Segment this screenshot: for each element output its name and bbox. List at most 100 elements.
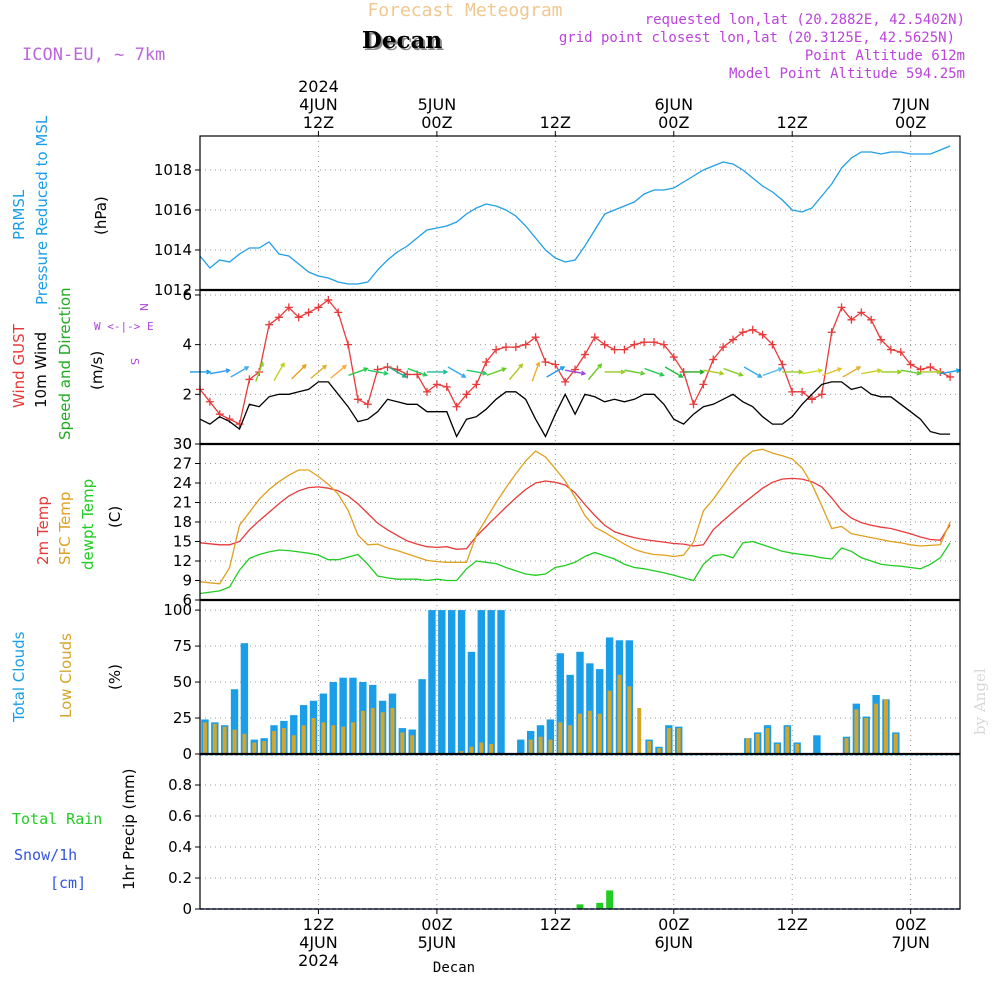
top-tick-label: 7JUN	[891, 95, 930, 114]
wind-gust-point	[798, 387, 807, 396]
wind-gust-point	[827, 328, 836, 337]
temp-unit-label: (C)	[106, 506, 124, 528]
total-cloud-bar	[477, 610, 485, 754]
total-cloud-bar	[497, 610, 505, 754]
total-cloud-bar	[240, 643, 249, 754]
dewpt-label: dewpt Temp	[79, 479, 97, 570]
bottom-tick-label: 2024	[298, 951, 339, 970]
precip-labels: Total Rain Snow/1h [cm] 1hr Precip (mm)	[12, 769, 138, 892]
wind-direction-arrow	[664, 366, 684, 378]
wind-gust-point	[600, 340, 609, 349]
wind-direction-arrow	[466, 369, 488, 376]
bottom-tick-label: 7JUN	[891, 933, 930, 952]
model-altitude: Model Point Altitude 594.25m	[729, 66, 965, 82]
wind-direction-arrow	[900, 369, 922, 376]
wind-gust-point	[867, 315, 876, 324]
prmsl-label: PRMSL	[10, 189, 28, 240]
precip-ytick-label: 0.2	[168, 869, 192, 887]
total-rain-label: Total Rain	[12, 810, 102, 828]
bottom-tick-label: 00Z	[421, 915, 452, 934]
low-cloud-bar	[637, 707, 642, 754]
wind-direction-arrow	[348, 367, 369, 377]
low-cloud-bar	[676, 728, 681, 754]
wind-direction-arrow	[407, 367, 428, 377]
location-title: Decan	[364, 29, 444, 56]
wind-ytick-label: 4	[182, 336, 192, 354]
precip-panel: 0 0.2 0.4 0.6 0.8	[168, 753, 961, 918]
wind-direction-arrow	[230, 366, 250, 378]
low-cloud-bar	[242, 733, 247, 754]
low-cloud-bar	[617, 674, 622, 754]
low-cloud-bar	[331, 725, 336, 754]
total-cloud-bar	[566, 674, 574, 754]
wind-direction-arrow	[209, 368, 232, 375]
low-cloud-bar	[656, 748, 661, 754]
precip-bar-0	[606, 890, 614, 909]
wind-gust-point	[580, 350, 589, 359]
temp-labels: 2m Temp SFC Temp dewpt Temp (C)	[34, 479, 124, 570]
low-cloud-bar	[785, 726, 790, 754]
wind-gust-point	[886, 345, 895, 354]
total-cloud-bar	[487, 610, 495, 754]
temperature-ytick-label: 12	[173, 552, 192, 570]
wind-gust-point	[561, 377, 570, 386]
clouds-panel: 0 25 50 75 100	[163, 599, 961, 763]
wind-direction-arrow	[565, 369, 587, 376]
pressure-unit-label: (hPa)	[92, 196, 110, 235]
wind-gust-point	[590, 333, 599, 342]
wind-ytick-label: 2	[182, 385, 192, 403]
total-cloud-bar	[418, 679, 426, 754]
temperature-ytick-label: 18	[173, 513, 192, 531]
top-tick-label: 00Z	[658, 113, 689, 132]
wind-gust-point	[492, 345, 501, 354]
pressure-labels: PRMSL Pressure Reduced to MSL (hPa)	[10, 115, 110, 305]
low-cloud-bar	[380, 712, 385, 754]
precip-bar-0	[576, 904, 584, 909]
wind-labels: Wind GUST 10m Wind Speed and Direction (…	[10, 287, 154, 440]
total-cloud-bar	[339, 677, 347, 754]
total-cloud-bar	[556, 653, 564, 754]
pressure-frame	[199, 135, 961, 291]
low-cloud-bar	[755, 733, 760, 754]
wind-gust-point	[807, 395, 816, 404]
wind-series-0	[199, 298, 951, 426]
low-cloud-bar	[410, 735, 415, 754]
wind-gust-point	[620, 345, 629, 354]
total-cloud-bar	[546, 719, 555, 754]
low-cloud-bar	[291, 735, 296, 754]
total-cloud-bar	[467, 651, 476, 754]
temperature-ytick-label: 24	[173, 474, 192, 492]
wind-gust-point	[205, 397, 214, 406]
clouds-unit-label: (%)	[106, 664, 124, 690]
total-cloud-bar	[349, 677, 357, 754]
wind-direction-arrow	[920, 369, 942, 375]
precip-frame	[199, 753, 961, 910]
low-cloud-bar	[558, 722, 563, 754]
bottom-tick-label: 00Z	[658, 915, 689, 934]
wind-gust-point	[432, 380, 441, 389]
bottom-tick-label: 4JUN	[299, 933, 338, 952]
top-tick-label: 6JUN	[654, 95, 693, 114]
low-cloud-bar	[854, 709, 859, 754]
wind-gust-point	[669, 353, 678, 362]
low-cloud-bar	[578, 713, 582, 754]
chart-panels: 1012101410161018024669121518212427300255…	[154, 135, 962, 918]
model-label: ICON-EU, ~ 7km	[22, 45, 165, 65]
wind-ytick-label: 0	[182, 435, 192, 453]
low-cloud-bar	[232, 729, 237, 754]
low-cloud-bar	[479, 742, 484, 754]
wind-gust-point	[906, 360, 915, 369]
bottom-tick-label: 12Z	[303, 915, 334, 934]
top-tick-label: 2024	[298, 77, 339, 96]
wind-direction-arrow	[508, 363, 524, 381]
wind-direction-arrow	[426, 369, 449, 375]
wind-gust-point	[511, 343, 520, 352]
temperature-ytick-label: 27	[173, 455, 192, 473]
wind-gust-point	[699, 380, 708, 389]
low-cloud-bar	[745, 738, 750, 754]
wind-gust-point	[946, 372, 955, 381]
temperature-ytick-label: 15	[173, 533, 192, 551]
wind-direction-arrow	[604, 369, 627, 375]
